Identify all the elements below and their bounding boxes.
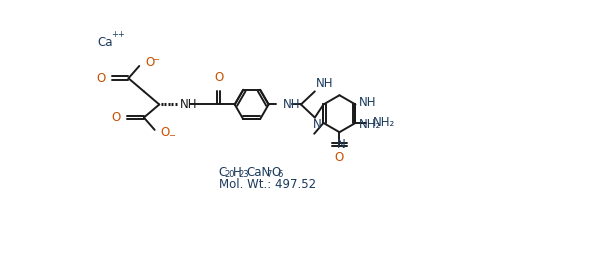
Text: NH₂: NH₂: [359, 118, 381, 131]
Text: −: −: [152, 55, 159, 64]
Text: NH₂: NH₂: [373, 116, 395, 129]
Text: NH: NH: [180, 98, 198, 111]
Text: CaN: CaN: [247, 166, 270, 179]
Text: 20: 20: [224, 170, 235, 179]
Text: −: −: [168, 132, 175, 140]
Text: H: H: [232, 166, 241, 179]
Text: Ca: Ca: [98, 36, 113, 49]
Text: O: O: [96, 72, 106, 85]
Text: O: O: [146, 56, 155, 69]
Text: C: C: [219, 166, 227, 179]
Text: Mol. Wt.: 497.52: Mol. Wt.: 497.52: [219, 178, 316, 191]
Text: O: O: [214, 72, 223, 85]
Text: O: O: [112, 111, 121, 124]
Text: O: O: [271, 166, 280, 179]
Text: 7: 7: [266, 170, 272, 179]
Text: O: O: [161, 127, 170, 139]
Text: N: N: [312, 118, 321, 131]
Text: 6: 6: [277, 170, 282, 179]
Text: NH: NH: [282, 98, 300, 111]
Text: NH: NH: [316, 77, 334, 90]
Text: ++: ++: [112, 30, 125, 39]
Text: 23: 23: [239, 170, 249, 179]
Text: O: O: [335, 151, 344, 164]
Text: NH: NH: [359, 96, 376, 109]
Text: N: N: [337, 138, 346, 151]
